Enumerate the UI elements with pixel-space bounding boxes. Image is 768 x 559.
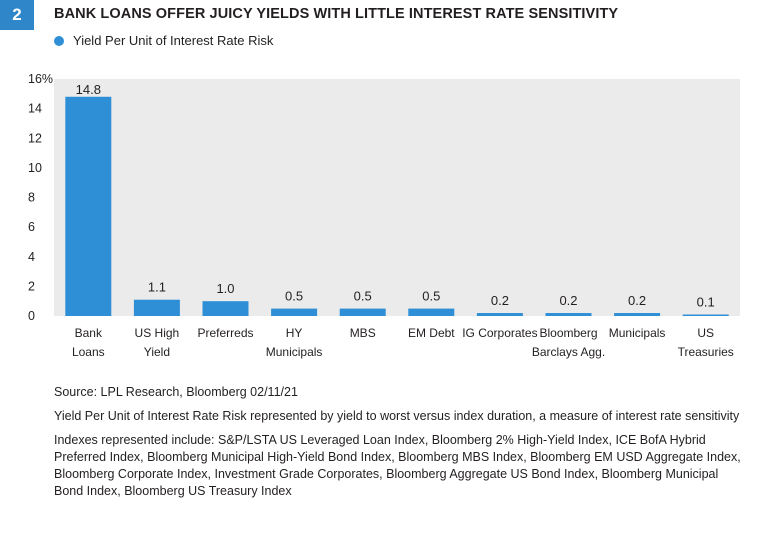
y-tick-label: 0 [28,309,35,323]
x-tick-label: Municipals [609,326,666,340]
data-label: 0.2 [491,293,509,308]
bar [339,308,386,316]
data-label: 0.5 [354,289,372,304]
bar [476,313,523,316]
data-label: 0.5 [285,289,303,304]
data-label: 0.2 [559,293,577,308]
data-label: 1.1 [148,280,166,295]
data-label: 0.2 [628,293,646,308]
legend: Yield Per Unit of Interest Rate Risk [54,33,273,48]
x-tick-label: Treasuries [678,345,734,359]
legend-label: Yield Per Unit of Interest Rate Risk [73,33,274,48]
indexes-note: Indexes represented include: S&P/LSTA US… [54,433,741,498]
x-tick-label: Barclays Agg. [532,345,605,359]
y-tick-label: 8 [28,191,35,205]
y-tick-label: 12 [28,131,42,145]
x-tick-label: Bloomberg [539,326,597,340]
plot-background [54,79,740,316]
figure-number-badge: 2 [0,0,34,30]
definition-note: Yield Per Unit of Interest Rate Risk rep… [54,409,740,423]
x-tick-label: Municipals [266,345,323,359]
x-tick-label: Preferreds [197,326,253,340]
y-tick-label: 14 [28,102,42,116]
source-note: Source: LPL Research, Bloomberg 02/11/21 [54,385,298,399]
bar [65,96,112,317]
x-tick-label: HY [286,326,303,340]
bar [408,308,455,316]
y-tick-label: 2 [28,279,35,293]
data-label: 0.5 [422,289,440,304]
y-tick-label: 16% [28,72,53,86]
bar [133,299,180,316]
y-tick-label: 4 [28,250,35,264]
x-tick-label: EM Debt [408,326,455,340]
x-tick-label: US High [135,326,180,340]
legend-marker [54,35,64,46]
bar [682,314,729,316]
x-tick-label: Yield [144,345,170,359]
y-tick-label: 10 [28,161,42,175]
bar [545,313,592,316]
x-tick-label: US [697,326,714,340]
bar [614,313,661,316]
data-label: 0.1 [697,295,715,310]
chart-notes: Source: LPL Research, Bloomberg 02/11/21… [54,384,744,507]
data-label: 1.0 [216,281,234,296]
data-label: 14.8 [76,82,101,97]
x-tick-label: MBS [350,326,376,340]
chart-title: BANK LOANS OFFER JUICY YIELDS WITH LITTL… [54,6,619,22]
x-tick-label: Loans [72,345,105,359]
bar-chart: 0 2 4 6 8 10 12 14 16% 14.8 Bank Loans 1.1 US High Yie… [28,72,740,359]
bar [271,308,318,316]
y-tick-label: 6 [28,220,35,234]
bar [202,301,249,316]
x-tick-label: Bank [75,326,103,340]
x-tick-label: IG Corporates [462,326,537,340]
